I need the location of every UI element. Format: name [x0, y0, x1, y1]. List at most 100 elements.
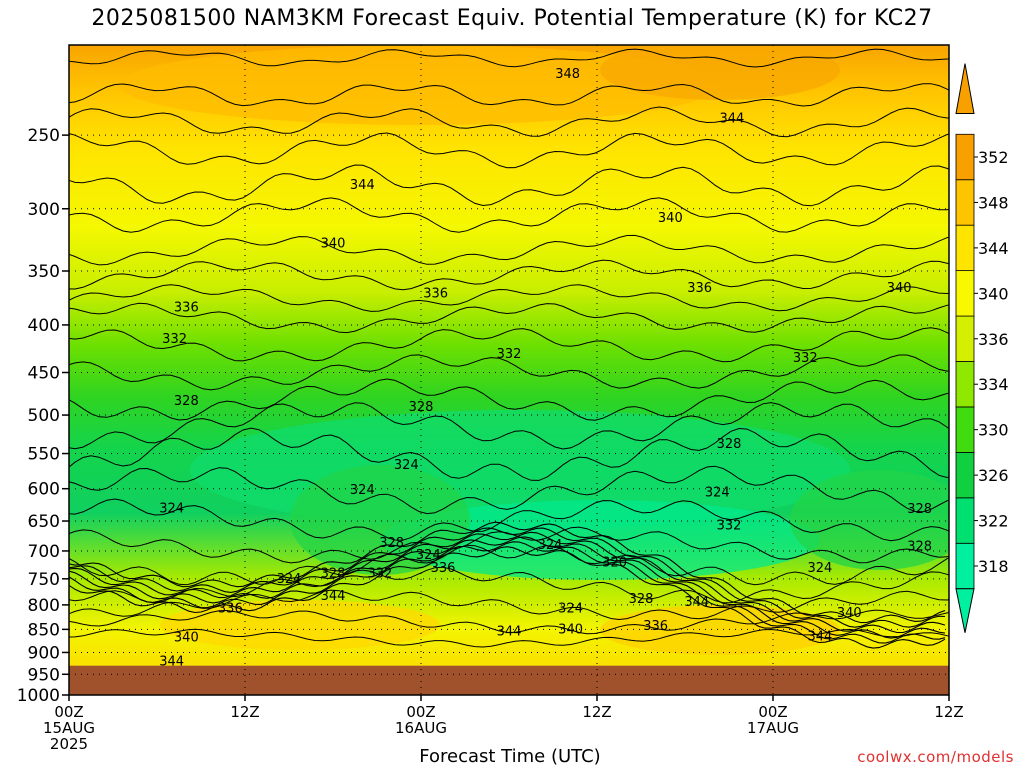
isentrope-contour [69, 106, 949, 138]
lowlevel-warm-region-2 [600, 605, 840, 655]
contour-label: 344 [684, 595, 709, 610]
midlevel-min-theta-region [380, 500, 820, 580]
frontal-contour [69, 527, 946, 628]
colorbar-tick-label: 340 [978, 284, 1009, 303]
y-tick-label: 400 [28, 316, 60, 336]
contour-label: 340 [887, 281, 912, 296]
y-tick-label: 750 [28, 570, 60, 590]
credit-text: coolwx.com/models [857, 748, 1014, 766]
isentrope-contour [69, 427, 949, 481]
colorbar-band [955, 451, 975, 499]
isentrope-contour [69, 48, 949, 68]
contour-label: 344 [497, 625, 522, 640]
x-tick-label: 00Z [54, 703, 83, 721]
isentrope-contour [69, 234, 949, 266]
isentrope-contour [69, 566, 949, 604]
y-tick-label: 700 [28, 542, 60, 562]
contour-label: 348 [555, 67, 580, 82]
colorbar-band [955, 497, 975, 544]
isentrope-contour [69, 544, 949, 586]
contour-label: 336 [174, 300, 199, 315]
contour-label: 336 [687, 281, 712, 296]
frontal-contour [69, 521, 946, 624]
contour-label: 340 [558, 622, 583, 637]
colorbar-tick-label: 344 [978, 239, 1009, 258]
contour-label: 328 [629, 592, 654, 607]
colorbar-band [955, 179, 975, 226]
colorbar-tick-label: 326 [978, 466, 1009, 485]
y-tick-label: 600 [28, 480, 60, 500]
ground-mask [69, 665, 949, 695]
isentrope-contour [69, 83, 949, 107]
x-tick-label: 12Z [582, 703, 611, 721]
x-tick-label: 2025 [50, 735, 88, 753]
x-axis-label: Forecast Time (UTC) [419, 746, 601, 767]
isentrope-contour [69, 259, 949, 291]
colorbar-tick-label: 322 [978, 512, 1009, 531]
isentrope-contour [69, 327, 949, 363]
isentrope-contour [69, 589, 949, 621]
colorbar-tick-label: 352 [978, 148, 1009, 167]
y-tick-label: 500 [28, 406, 60, 426]
upper-peak-theta-region [600, 45, 840, 100]
contour-label: 332 [368, 566, 393, 581]
isentrope-contour [69, 132, 949, 169]
contour-label: 344 [720, 112, 745, 127]
y-tick-label: 850 [28, 620, 60, 640]
colorbar-band [955, 406, 975, 453]
contour-label: 340 [658, 211, 683, 226]
x-tick-label: 17AUG [747, 719, 799, 737]
isentrope-contour [69, 197, 949, 233]
y-tick-label: 550 [28, 445, 60, 465]
isentrope-contour [69, 498, 949, 542]
contour-label: 336 [643, 619, 668, 634]
contour-label: 324 [159, 501, 184, 516]
isentrope-contour [69, 284, 949, 312]
contour-label: 324 [416, 548, 441, 563]
contour-label: 332 [793, 351, 818, 366]
plot-frame [68, 44, 950, 696]
y-tick-label: 350 [28, 262, 60, 282]
contour-label: 324 [350, 483, 375, 498]
frontal-contour [69, 531, 946, 634]
colorbar-band [955, 270, 975, 317]
x-tick-label: 12Z [934, 703, 963, 721]
colorbar-extend-low [955, 588, 975, 633]
contour-label: 340 [174, 630, 199, 645]
frontal-contour [69, 541, 946, 644]
contour-label: 324 [808, 561, 833, 576]
contour-label: 340 [837, 606, 862, 621]
x-tick-label: 16AUG [395, 719, 447, 737]
colorbar-tick-label: 348 [978, 193, 1009, 212]
contour-label: 328 [174, 394, 199, 409]
colorbar-tick-label: 336 [978, 330, 1009, 349]
contour-label: 328 [379, 536, 404, 551]
contour-label: 324 [705, 486, 730, 501]
colorbar-band [955, 361, 975, 408]
upper-high-theta-region [120, 45, 720, 125]
plot-background [69, 45, 949, 695]
contour-label: 332 [497, 347, 522, 362]
contour-label: 336 [218, 601, 243, 616]
contour-label: 324 [277, 572, 302, 587]
isentrope-contour [69, 526, 949, 564]
contour-label: 328 [321, 566, 346, 581]
east-tongue-region [790, 470, 949, 570]
colorbar-band [955, 224, 975, 272]
lowlevel-warm-region [160, 600, 440, 650]
contour-label: 340 [321, 237, 346, 252]
midlevel-tongue-region [290, 465, 470, 575]
contour-label: 328 [907, 539, 932, 554]
frontal-contour [69, 536, 946, 639]
frontal-contour [69, 546, 946, 649]
x-tick-label: 00Z [406, 703, 435, 721]
contour-label: 344 [321, 589, 346, 604]
contour-label: 344 [350, 178, 375, 193]
contour-label: 336 [431, 561, 456, 576]
colorbar-tick-label: 330 [978, 421, 1009, 440]
isentrope-contour [69, 465, 949, 515]
contour-label: 344 [808, 629, 833, 644]
y-tick-label: 1000 [17, 686, 60, 706]
colorbar-band [955, 315, 975, 362]
